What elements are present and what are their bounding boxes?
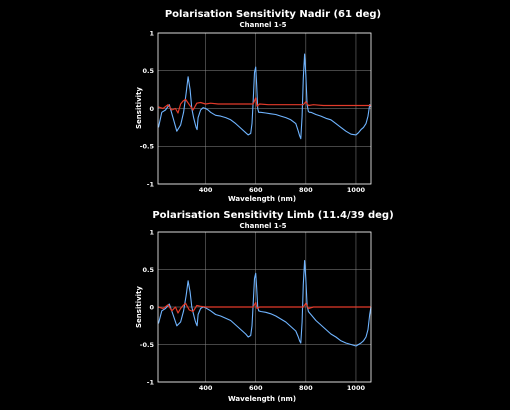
chart-subtitle: Channel 1-5	[239, 21, 286, 29]
y-tick-label: 0.5	[142, 67, 154, 75]
chart-title: Polarisation Sensitivity Limb (11.4/39 d…	[152, 210, 393, 221]
plot-area: 1 0.5 0 -0.5 -1 400 600 800 1000	[140, 29, 372, 194]
x-tick-label: 600	[249, 186, 263, 194]
y-tick-label: -0.5	[140, 143, 155, 151]
y-tick-label: 0	[149, 105, 154, 113]
chart-title: Polarisation Sensitivity Nadir (61 deg)	[165, 9, 381, 20]
x-tick-label: 800	[299, 186, 313, 194]
y-tick-label: 1	[149, 228, 154, 236]
y-tick-label: -1	[147, 378, 155, 386]
y-tick-label: -0.5	[140, 341, 155, 349]
plot-frame	[157, 32, 372, 185]
series-line-red	[158, 97, 371, 114]
x-tick-label: 400	[199, 186, 213, 194]
y-axis-label: Sensitivity	[135, 87, 143, 129]
y-tick-label: 0	[149, 303, 154, 311]
x-tick-label: 400	[199, 384, 213, 392]
x-tick-label: 1000	[347, 384, 366, 392]
plot-area: 1 0.5 0 -0.5 -1 400 600 800 1000	[140, 228, 372, 392]
y-tick-label: 0.5	[142, 266, 154, 274]
panel-limb: Polarisation Sensitivity Limb (11.4/39 d…	[135, 210, 394, 403]
x-tick-label: 800	[299, 384, 313, 392]
x-axis-label: Wavelength (nm)	[228, 395, 296, 403]
plot-frame	[157, 231, 372, 383]
x-tick-label: 600	[249, 384, 263, 392]
series-line-blue	[157, 259, 372, 347]
y-tick-label: -1	[147, 180, 155, 188]
series-line-red	[158, 301, 371, 314]
series-line-blue	[157, 53, 372, 140]
y-tick-label: 1	[149, 29, 154, 37]
panel-nadir: Polarisation Sensitivity Nadir (61 deg) …	[135, 9, 381, 203]
x-axis-label: Wavelength (nm)	[228, 195, 296, 203]
x-tick-label: 1000	[347, 186, 366, 194]
chart-subtitle: Channel 1-5	[239, 222, 286, 230]
y-axis-label: Sensitivity	[135, 286, 143, 328]
